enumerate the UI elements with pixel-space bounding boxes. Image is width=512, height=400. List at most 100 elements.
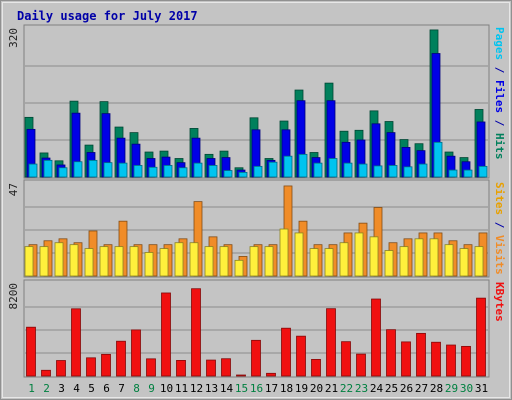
bar-kbytes-day-16 bbox=[251, 339, 261, 377]
bar-pages-day-19 bbox=[298, 153, 308, 178]
x-label-day-13: 13 bbox=[205, 382, 218, 395]
bar-pages-day-27 bbox=[418, 163, 428, 178]
bar-kbytes-day-10 bbox=[161, 292, 171, 377]
x-label-day-29: 29 bbox=[445, 382, 458, 395]
bar-sites-day-22 bbox=[339, 242, 349, 277]
bar-pages-day-1 bbox=[28, 163, 38, 178]
bar-pages-day-9 bbox=[148, 166, 158, 178]
x-label-day-9: 9 bbox=[148, 382, 155, 395]
x-label-day-5: 5 bbox=[88, 382, 95, 395]
bar-pages-day-2 bbox=[43, 159, 53, 178]
bar-kbytes-day-23 bbox=[356, 353, 366, 377]
bar-pages-day-29 bbox=[448, 169, 458, 178]
bar-sites-day-17 bbox=[264, 246, 274, 277]
bar-kbytes-day-4 bbox=[71, 308, 81, 377]
bar-sites-day-16 bbox=[249, 246, 259, 277]
x-label-day-31: 31 bbox=[475, 382, 488, 395]
bar-pages-day-28 bbox=[433, 141, 443, 178]
x-label-day-18: 18 bbox=[280, 382, 293, 395]
bar-kbytes-day-27 bbox=[416, 332, 426, 377]
bar-kbytes-day-5 bbox=[86, 357, 96, 377]
x-label-day-23: 23 bbox=[355, 382, 368, 395]
bar-kbytes-day-18 bbox=[281, 327, 291, 377]
bar-sites-day-30 bbox=[459, 248, 469, 277]
x-label-day-19: 19 bbox=[295, 382, 308, 395]
x-label-day-22: 22 bbox=[340, 382, 353, 395]
bar-pages-day-13 bbox=[208, 165, 218, 178]
bar-pages-day-20 bbox=[313, 162, 323, 178]
bar-kbytes-day-8 bbox=[131, 329, 141, 377]
bar-kbytes-day-29 bbox=[446, 344, 456, 377]
x-label-day-28: 28 bbox=[430, 382, 443, 395]
bar-sites-day-11 bbox=[174, 242, 184, 277]
bar-sites-day-23 bbox=[354, 232, 364, 277]
bar-kbytes-day-21 bbox=[326, 308, 336, 377]
bar-kbytes-day-1 bbox=[26, 326, 36, 377]
chart-panels: 320 Pages / Files / Hits 47 Sites / Visits 8… bbox=[7, 24, 506, 378]
bar-pages-day-25 bbox=[388, 165, 398, 178]
bar-pages-day-10 bbox=[163, 165, 173, 178]
legend-entry-kbytes: KBytes bbox=[493, 282, 506, 322]
bar-sites-day-2 bbox=[39, 246, 49, 277]
bar-kbytes-day-15 bbox=[236, 374, 246, 377]
x-label-day-14: 14 bbox=[220, 382, 234, 395]
bar-pages-day-8 bbox=[133, 165, 143, 178]
panel-kbytes: 8200 KBytes bbox=[7, 279, 506, 378]
bar-pages-day-4 bbox=[73, 161, 83, 178]
bar-kbytes-day-12 bbox=[191, 288, 201, 377]
bar-sites-day-19 bbox=[294, 232, 304, 277]
bar-sites-day-13 bbox=[204, 246, 214, 277]
bar-sites-day-25 bbox=[384, 250, 394, 277]
panel-visits-ymax-label: 47 bbox=[7, 183, 20, 196]
bar-sites-day-1 bbox=[24, 246, 34, 277]
x-label-day-15: 15 bbox=[235, 382, 248, 395]
bar-kbytes-day-25 bbox=[386, 329, 396, 377]
bar-pages-day-21 bbox=[328, 158, 338, 178]
bar-pages-day-31 bbox=[478, 165, 488, 178]
bar-sites-day-21 bbox=[324, 248, 334, 277]
bar-kbytes-day-6 bbox=[101, 353, 111, 377]
bar-pages-day-7 bbox=[118, 162, 128, 178]
bar-kbytes-day-30 bbox=[461, 345, 471, 377]
bar-sites-day-18 bbox=[279, 228, 289, 277]
bar-sites-day-3 bbox=[54, 242, 64, 277]
panel-hits-ymax-label: 320 bbox=[7, 28, 20, 48]
bar-sites-day-14 bbox=[219, 246, 229, 277]
x-label-day-8: 8 bbox=[133, 382, 140, 395]
bar-kbytes-day-3 bbox=[56, 360, 66, 377]
bar-sites-day-29 bbox=[444, 244, 454, 277]
x-label-day-4: 4 bbox=[73, 382, 80, 395]
bar-kbytes-day-9 bbox=[146, 358, 156, 377]
panel-visits-legend: Sites / Visits bbox=[493, 182, 506, 275]
x-label-day-7: 7 bbox=[118, 382, 125, 395]
bar-kbytes-day-26 bbox=[401, 341, 411, 377]
legend-entry-files: Files bbox=[493, 80, 506, 113]
x-label-day-26: 26 bbox=[400, 382, 413, 395]
bar-sites-day-5 bbox=[84, 248, 94, 277]
bar-pages-day-12 bbox=[193, 162, 203, 178]
x-label-day-20: 20 bbox=[310, 382, 323, 395]
x-label-day-25: 25 bbox=[385, 382, 398, 395]
bar-sites-day-20 bbox=[309, 248, 319, 277]
bar-pages-day-22 bbox=[343, 162, 353, 178]
x-label-day-3: 3 bbox=[58, 382, 65, 395]
bar-sites-day-10 bbox=[159, 248, 169, 277]
bar-kbytes-day-7 bbox=[116, 340, 126, 377]
x-label-day-12: 12 bbox=[190, 382, 203, 395]
bar-kbytes-day-19 bbox=[296, 335, 306, 377]
x-label-day-21: 21 bbox=[325, 382, 338, 395]
bar-sites-day-28 bbox=[429, 238, 439, 277]
bar-sites-day-12 bbox=[189, 242, 199, 277]
legend-entry-visits: Visits bbox=[493, 235, 506, 275]
bar-kbytes-day-28 bbox=[431, 341, 441, 377]
x-label-day-27: 27 bbox=[415, 382, 428, 395]
legend-entry-hits: Hits bbox=[493, 133, 506, 160]
bar-pages-day-16 bbox=[253, 165, 263, 178]
bar-pages-day-5 bbox=[88, 159, 98, 178]
bar-sites-day-31 bbox=[474, 246, 484, 277]
x-label-day-2: 2 bbox=[43, 382, 50, 395]
bar-pages-day-6 bbox=[103, 162, 113, 178]
bar-pages-day-11 bbox=[178, 167, 188, 178]
